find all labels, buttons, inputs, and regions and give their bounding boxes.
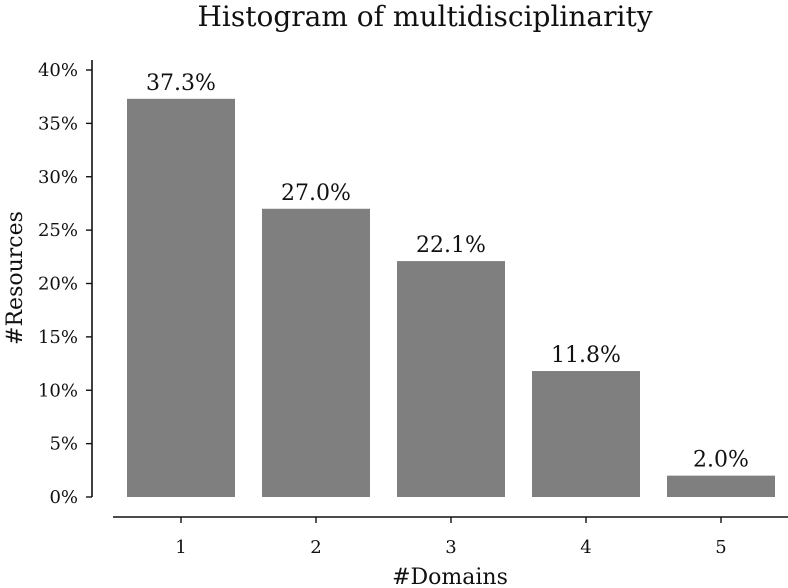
y-tick-label-25: 25% bbox=[38, 220, 78, 241]
y-tick-label-20: 20% bbox=[38, 274, 78, 295]
bar-3 bbox=[397, 261, 505, 497]
y-tick-label-40: 40% bbox=[38, 60, 78, 81]
bar-value-label-1: 37.3% bbox=[146, 71, 216, 96]
y-tick-label-10: 10% bbox=[38, 380, 78, 401]
y-tick-label-15: 15% bbox=[38, 327, 78, 348]
bar-value-label-5: 2.0% bbox=[693, 448, 749, 473]
bar-4 bbox=[532, 371, 640, 497]
bar-value-label-4: 11.8% bbox=[551, 343, 621, 368]
bar-value-label-3: 22.1% bbox=[416, 233, 486, 258]
y-tick-label-35: 35% bbox=[38, 113, 78, 134]
y-tick-label-0: 0% bbox=[49, 487, 78, 508]
x-ticks-group: 1 2 3 4 5 bbox=[175, 517, 727, 558]
y-axis-label: #Resources bbox=[3, 211, 28, 345]
x-tick-label-4: 4 bbox=[580, 537, 591, 558]
bar-value-label-2: 27.0% bbox=[281, 181, 351, 206]
x-tick-label-5: 5 bbox=[715, 537, 726, 558]
y-tick-label-5: 5% bbox=[49, 434, 78, 455]
bar-2 bbox=[262, 208, 370, 497]
bars-group bbox=[127, 98, 775, 497]
x-tick-label-1: 1 bbox=[175, 537, 186, 558]
bar-labels-group: 37.3% 27.0% 22.1% 11.8% 2.0% bbox=[146, 71, 749, 473]
bar-5 bbox=[667, 475, 775, 497]
x-tick-label-3: 3 bbox=[445, 537, 456, 558]
x-tick-label-2: 2 bbox=[310, 537, 321, 558]
y-ticks-group: 0% 5% 10% 15% 20% 25% 30% 35% 40% bbox=[38, 60, 92, 508]
bar-1 bbox=[127, 98, 235, 497]
x-axis-label: #Domains bbox=[392, 565, 508, 588]
y-tick-label-30: 30% bbox=[38, 167, 78, 188]
chart-title: Histogram of multidisciplinarity bbox=[197, 0, 652, 33]
